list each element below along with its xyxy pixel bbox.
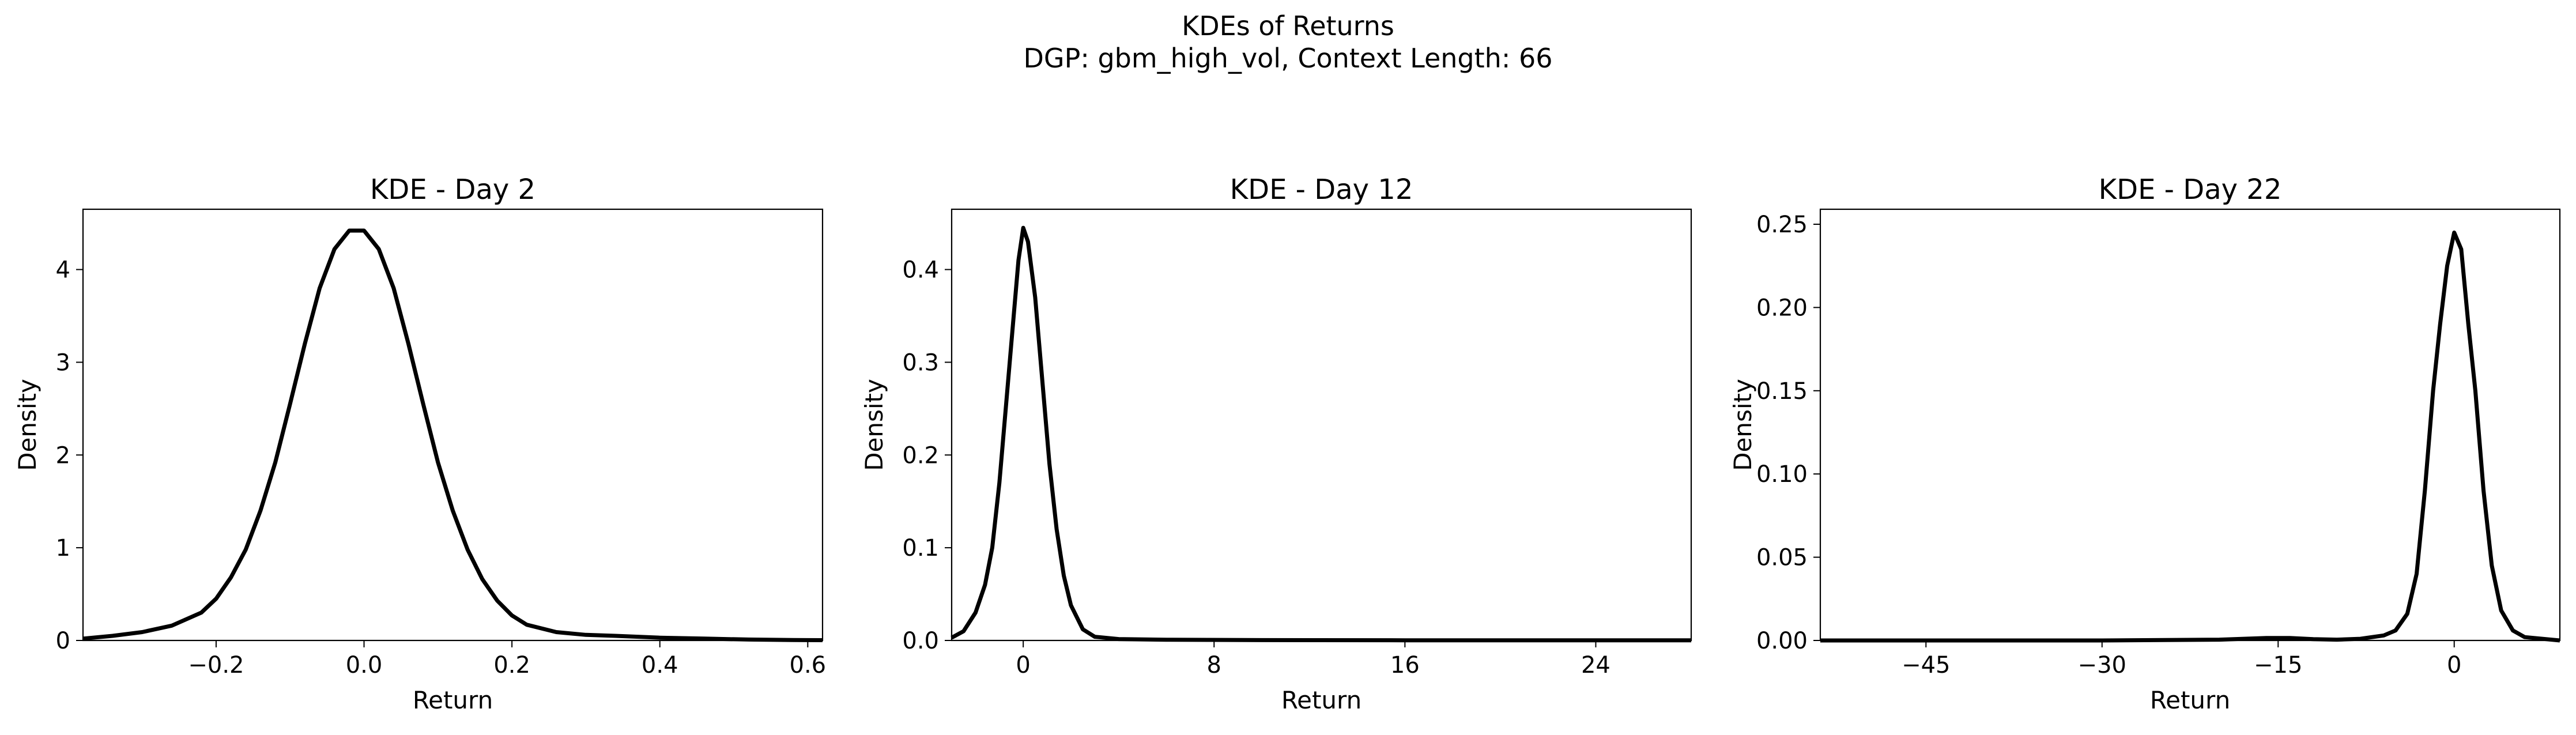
- y-tick-label: 0.10: [1756, 461, 1808, 488]
- x-tick-label: 16: [1390, 652, 1420, 679]
- y-tick-label: 0.2: [902, 442, 939, 469]
- chart-panel-2: KDE - Day 12 0 8 16 24 0.0 0.1 0.2 0.3 0.4 Return D…: [860, 174, 1692, 714]
- x-tick-label: 8: [1207, 652, 1221, 679]
- axes-frame: [1819, 208, 2561, 642]
- kde-line: [82, 228, 823, 642]
- x-tick-label: 0.6: [790, 652, 827, 679]
- y-tick-label: 0: [56, 628, 70, 654]
- y-tick-label: 0.25: [1756, 212, 1808, 238]
- chart-panel-3: KDE - Day 22 −45 −30 −15 0 0.00 0.05 0.10 0.15 0.…: [1729, 174, 2561, 714]
- y-tick-label: 0.0: [902, 628, 939, 654]
- x-tick-label: −15: [2254, 652, 2302, 679]
- y-axis-label: Density: [1729, 379, 1757, 471]
- figure-subtitle: DGP: gbm_high_vol, Context Length: 66: [1023, 43, 1553, 74]
- x-tick-label: 0.4: [642, 652, 678, 679]
- figure-title: KDEs of Returns: [1182, 10, 1394, 42]
- x-tick-label: −0.2: [188, 652, 244, 679]
- y-tick-label: 2: [56, 442, 70, 469]
- y-tick-label: 0.05: [1756, 545, 1808, 571]
- x-tick-label: 0.2: [493, 652, 530, 679]
- y-tick-label: 0.4: [902, 257, 939, 284]
- y-tick-label: 0.3: [902, 349, 939, 376]
- x-tick-label: 0: [2447, 652, 2461, 679]
- kde-line: [1820, 230, 2560, 643]
- y-axis-label: Density: [13, 379, 42, 471]
- chart-panel-1: KDE - Day 2 −0.2 0.0 0.2 0.4 0.6 0 1 2 3 4 Return De…: [13, 174, 826, 714]
- y-tick-label: 0.00: [1756, 628, 1808, 654]
- chart-title: KDE - Day 2: [370, 174, 535, 206]
- y-tick-label: 1: [56, 535, 70, 561]
- chart-title: KDE - Day 22: [2099, 174, 2282, 206]
- x-tick-label: 0: [1016, 652, 1030, 679]
- kde-line: [951, 225, 1691, 643]
- x-tick-label: 0.0: [346, 652, 383, 679]
- y-tick-label: 0.15: [1756, 378, 1808, 405]
- y-tick-label: 0.20: [1756, 295, 1808, 321]
- x-tick-label: 24: [1581, 652, 1611, 679]
- y-tick-label: 4: [56, 257, 70, 284]
- y-tick-label: 0.1: [902, 535, 939, 561]
- y-tick-label: 3: [56, 349, 70, 376]
- chart-title: KDE - Day 12: [1230, 174, 1413, 206]
- x-axis-label: Return: [413, 686, 493, 714]
- y-axis-label: Density: [860, 379, 888, 471]
- x-axis-label: Return: [2150, 686, 2230, 714]
- axes-frame: [82, 208, 824, 642]
- x-tick-label: −45: [1902, 652, 1950, 679]
- x-tick-label: −30: [2078, 652, 2126, 679]
- x-axis-label: Return: [1281, 686, 1361, 714]
